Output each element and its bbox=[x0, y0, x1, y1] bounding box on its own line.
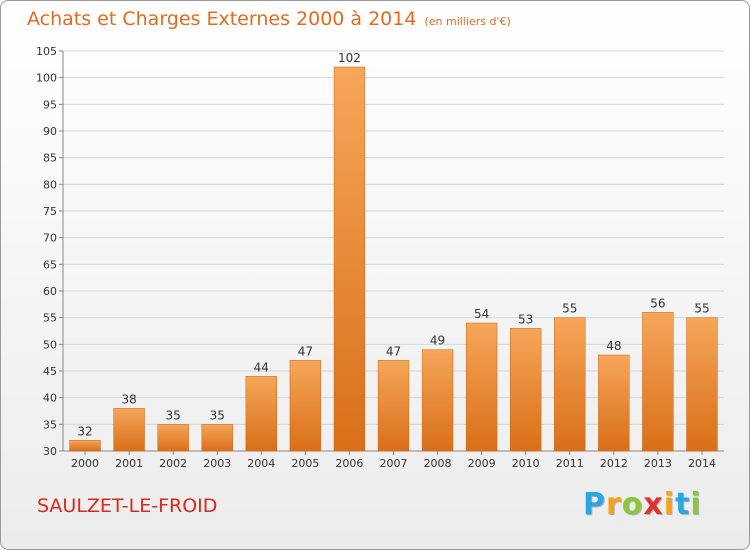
bar bbox=[642, 312, 674, 452]
x-tick-label: 2008 bbox=[424, 457, 452, 470]
x-tick-label: 2001 bbox=[115, 457, 143, 470]
logo-letter: r bbox=[606, 487, 622, 522]
y-tick-label: 45 bbox=[43, 365, 57, 378]
bar-value-label: 53 bbox=[518, 312, 533, 326]
x-tick-label: 2012 bbox=[600, 457, 628, 470]
logo-letter: i bbox=[663, 487, 676, 522]
logo-letter: P bbox=[583, 487, 606, 522]
bar bbox=[157, 424, 189, 452]
x-axis: 2000 2001 2002 2003 2004 2005 2006 2007 2008 2009… bbox=[71, 451, 716, 470]
logo-letter: t bbox=[675, 487, 691, 522]
bars: 32 38 35 35 44 47 102 47 49 54 53 55 48 56 55 bbox=[69, 51, 718, 452]
y-tick-label: 95 bbox=[43, 98, 57, 111]
bar bbox=[113, 408, 145, 452]
y-tick-label: 65 bbox=[43, 258, 57, 271]
y-tick-label: 35 bbox=[43, 418, 57, 431]
bar bbox=[201, 424, 233, 452]
logo-letter: i bbox=[690, 487, 702, 522]
chart-title: Achats et Charges Externes 2000 à 2014 (e… bbox=[27, 8, 511, 30]
x-tick-label: 2014 bbox=[688, 457, 716, 470]
y-tick-label: 75 bbox=[43, 205, 57, 218]
bar-value-label: 32 bbox=[77, 424, 92, 438]
title-text: Achats et Charges Externes 2000 à 2014 bbox=[27, 8, 417, 30]
x-tick-label: 2010 bbox=[512, 457, 540, 470]
y-tick-label: 90 bbox=[43, 125, 57, 138]
y-tick-label: 55 bbox=[43, 312, 57, 325]
x-tick-label: 2002 bbox=[159, 457, 187, 470]
bar bbox=[289, 360, 322, 452]
bar bbox=[686, 317, 718, 452]
bar-value-label: 38 bbox=[121, 392, 136, 406]
bar-value-label: 49 bbox=[430, 334, 445, 348]
bar-value-label: 44 bbox=[254, 360, 269, 374]
y-tick-label: 40 bbox=[43, 392, 57, 405]
y-tick-label: 85 bbox=[43, 152, 57, 165]
x-tick-label: 2005 bbox=[291, 457, 319, 470]
bar bbox=[598, 354, 630, 452]
x-tick-label: 2009 bbox=[468, 457, 496, 470]
logo-letter: x bbox=[643, 487, 664, 522]
y-tick-label: 60 bbox=[43, 285, 57, 298]
bar-value-label: 35 bbox=[210, 408, 225, 422]
proxiti-logo: Proxiti bbox=[583, 487, 702, 522]
x-tick-label: 2013 bbox=[644, 457, 672, 470]
commune-name: SAULZET-LE-FROID bbox=[37, 495, 218, 517]
y-tick-label: 100 bbox=[36, 72, 57, 85]
bar-value-label: 47 bbox=[298, 344, 313, 358]
bar-value-label: 48 bbox=[606, 339, 621, 353]
x-tick-label: 2007 bbox=[380, 457, 408, 470]
bar-value-label: 55 bbox=[562, 302, 577, 316]
y-tick-label: 80 bbox=[43, 178, 57, 191]
y-tick-label: 70 bbox=[43, 232, 57, 245]
bar-value-label: 55 bbox=[694, 302, 709, 316]
bar bbox=[510, 328, 542, 452]
bar-value-label: 35 bbox=[166, 408, 181, 422]
bar-value-label: 47 bbox=[386, 344, 401, 358]
chart-subtitle: (en milliers d'€) bbox=[424, 15, 511, 28]
x-tick-label: 2006 bbox=[335, 457, 363, 470]
bar bbox=[69, 440, 101, 452]
bar-value-label: 102 bbox=[338, 51, 361, 65]
bar bbox=[421, 349, 454, 452]
y-tick-label: 105 bbox=[36, 45, 57, 58]
logo-letter: o bbox=[621, 487, 644, 522]
x-tick-label: 2000 bbox=[71, 457, 99, 470]
y-tick-label: 50 bbox=[43, 338, 57, 351]
bar bbox=[377, 360, 410, 452]
bar bbox=[333, 66, 366, 452]
bar-value-label: 56 bbox=[650, 296, 665, 310]
bar bbox=[245, 376, 277, 452]
x-tick-label: 2003 bbox=[203, 457, 231, 470]
y-tick-label: 30 bbox=[43, 445, 57, 458]
bar bbox=[465, 322, 498, 452]
bar-value-label: 54 bbox=[474, 307, 489, 321]
x-tick-label: 2011 bbox=[556, 457, 584, 470]
x-tick-label: 2004 bbox=[247, 457, 275, 470]
bar bbox=[554, 317, 586, 452]
